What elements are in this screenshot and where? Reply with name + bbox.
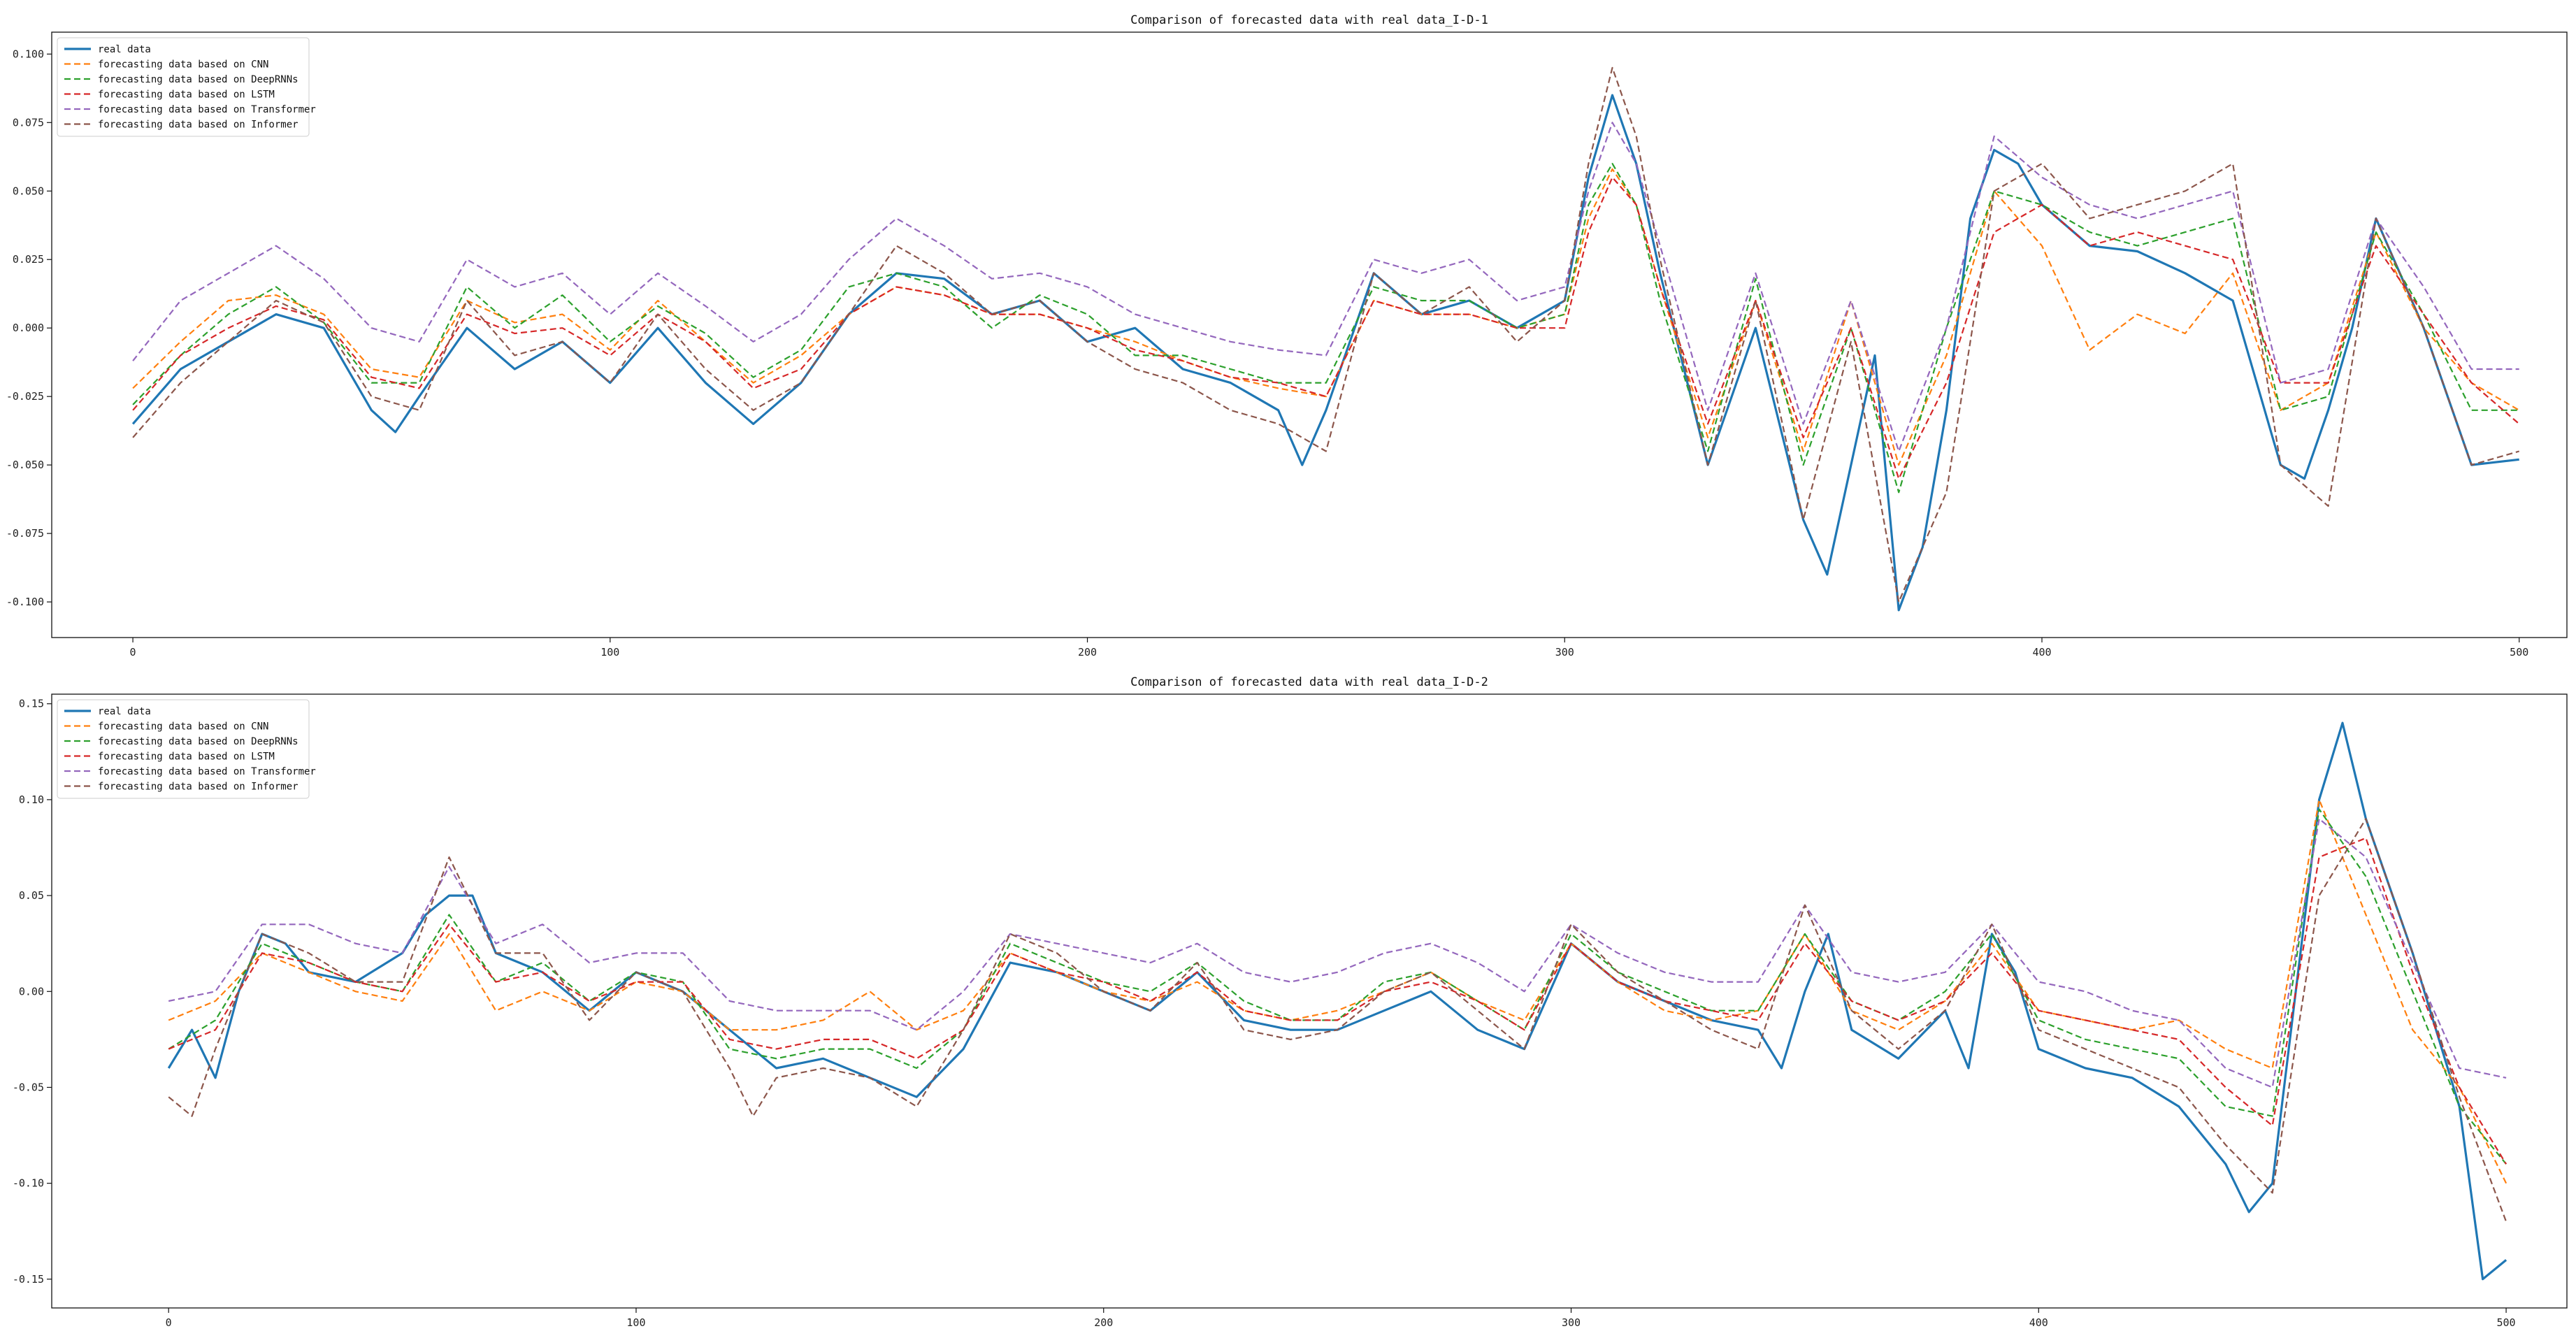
chart-title: Comparison of forecasted data with real …: [1130, 675, 1488, 689]
chart-1: Comparison of forecasted data with real …: [6, 13, 2568, 659]
y-tick-label: -0.10: [13, 1177, 44, 1190]
y-tick-label: 0.15: [19, 698, 44, 710]
x-tick-label: 100: [626, 1316, 645, 1329]
series-line-6: [132, 66, 2520, 603]
y-tick-label: -0.05: [13, 1081, 44, 1093]
y-tick-label: 0.075: [13, 116, 44, 129]
legend: real data forecasting data based on CNN fo…: [57, 37, 316, 137]
series-line-2: [132, 168, 2520, 466]
legend-label: forecasting data based on Transformer: [98, 766, 316, 777]
legend-label: real data: [98, 44, 151, 55]
series-line-1: [167, 721, 2507, 1281]
legend-label: forecasting data based on CNN: [98, 59, 268, 71]
series-line-2: [168, 798, 2507, 1184]
y-tick-label: 0.100: [13, 48, 44, 60]
legend-label: forecasting data based on Informer: [98, 120, 298, 131]
y-tick-label: 0.050: [13, 185, 44, 197]
y-tick-label: 0.00: [19, 985, 44, 998]
legend-box: [57, 699, 310, 799]
series-line-1: [131, 94, 2519, 612]
plot-frame: [51, 31, 2568, 638]
series-line-4: [132, 176, 2520, 480]
x-tick-label: 300: [1555, 646, 1574, 659]
chart-title: Comparison of forecasted data with real …: [1130, 13, 1488, 27]
x-tick-label: 100: [600, 646, 619, 659]
legend-label: forecasting data based on LSTM: [98, 89, 275, 101]
legend-label: real data: [98, 706, 151, 717]
legend-box: [57, 37, 310, 137]
series-line-6: [168, 818, 2507, 1222]
plot-frame: [51, 693, 2568, 1309]
legend-label: forecasting data based on DeepRNNs: [98, 74, 298, 85]
y-tick-label: -0.050: [6, 459, 44, 471]
legend: real data forecasting data based on CNN fo…: [57, 699, 316, 799]
x-tick-label: 200: [1094, 1316, 1113, 1329]
series-line-5: [132, 122, 2519, 452]
legend-label: forecasting data based on DeepRNNs: [98, 736, 298, 747]
legend-label: forecasting data based on Informer: [98, 782, 298, 793]
legend-label: forecasting data based on LSTM: [98, 751, 275, 763]
legend-label: forecasting data based on CNN: [98, 721, 268, 733]
x-tick-label: 500: [2510, 646, 2528, 659]
y-tick-label: 0.10: [19, 793, 44, 806]
x-tick-label: 300: [1562, 1316, 1581, 1329]
chart-2: Comparison of forecasted data with real …: [13, 675, 2568, 1329]
y-tick-label: 0.025: [13, 253, 44, 266]
y-tick-label: -0.025: [6, 390, 44, 403]
y-tick-label: -0.15: [13, 1273, 44, 1286]
x-tick-label: 400: [2032, 646, 2051, 659]
legend-label: forecasting data based on Transformer: [98, 104, 316, 115]
y-tick-label: 0.000: [13, 322, 44, 334]
series-line-4: [168, 837, 2507, 1165]
x-tick-label: 0: [130, 646, 136, 659]
x-tick-label: 500: [2497, 1316, 2516, 1329]
y-tick-label: -0.100: [6, 596, 44, 608]
y-tick-label: -0.075: [6, 527, 44, 540]
series-line-3: [168, 808, 2507, 1165]
y-tick-label: 0.05: [19, 889, 44, 902]
x-tick-label: 0: [166, 1316, 172, 1329]
series-line-3: [132, 163, 2519, 494]
x-tick-label: 400: [2029, 1316, 2048, 1329]
series-line-5: [168, 818, 2507, 1088]
x-tick-label: 200: [1078, 646, 1097, 659]
